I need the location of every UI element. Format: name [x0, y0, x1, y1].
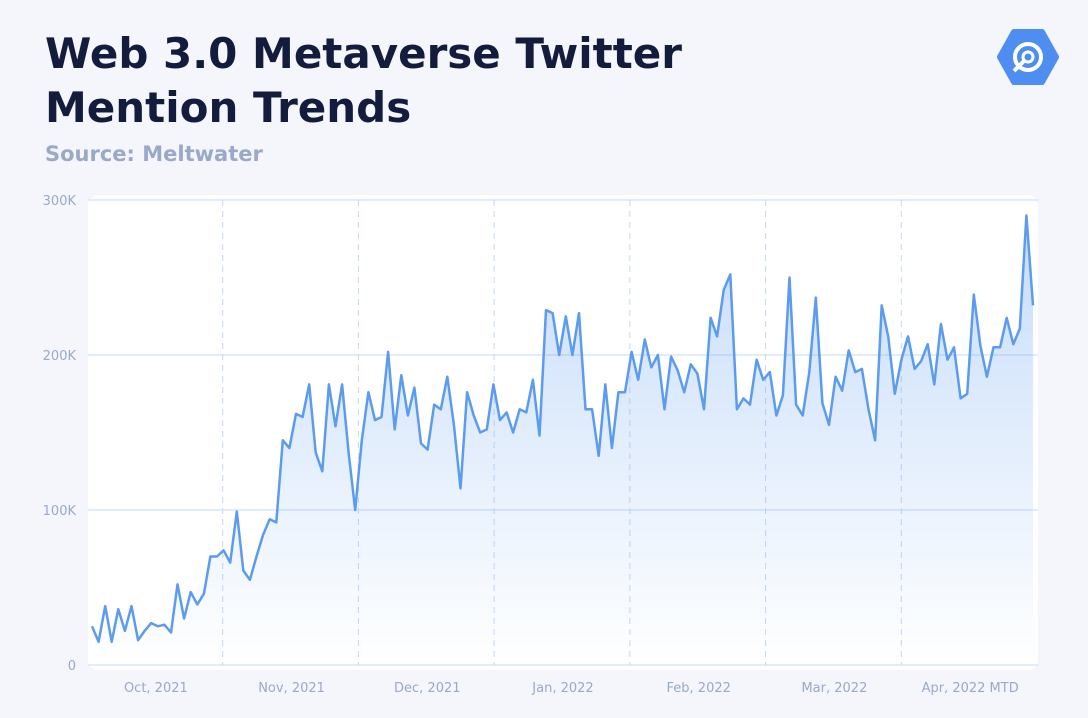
area	[92, 215, 1033, 665]
line	[90, 214, 1035, 644]
logo	[997, 29, 1059, 85]
y-tick-label: 0	[68, 659, 76, 674]
x-tick-label: Oct, 2021	[124, 681, 188, 696]
chart-title-line: Web 3.0 Metaverse Twitter	[45, 29, 682, 78]
x-tick-label: Feb, 2022	[667, 681, 731, 696]
y-tick-label: 300K	[43, 194, 77, 209]
x-tick-label: Apr, 2022 MTD	[922, 681, 1019, 696]
x-tick-label: Jan, 2022	[531, 681, 593, 696]
x-tick-label: Nov, 2021	[258, 681, 325, 696]
y-tick-label: 200K	[43, 349, 77, 364]
y-tick-label: 100K	[43, 504, 77, 519]
x-tick-label: Mar, 2022	[801, 681, 867, 696]
x-tick-label: Dec, 2021	[394, 681, 461, 696]
chart-subtitle: Source: Meltwater	[45, 142, 263, 166]
chart-title-line: Mention Trends	[45, 83, 411, 132]
